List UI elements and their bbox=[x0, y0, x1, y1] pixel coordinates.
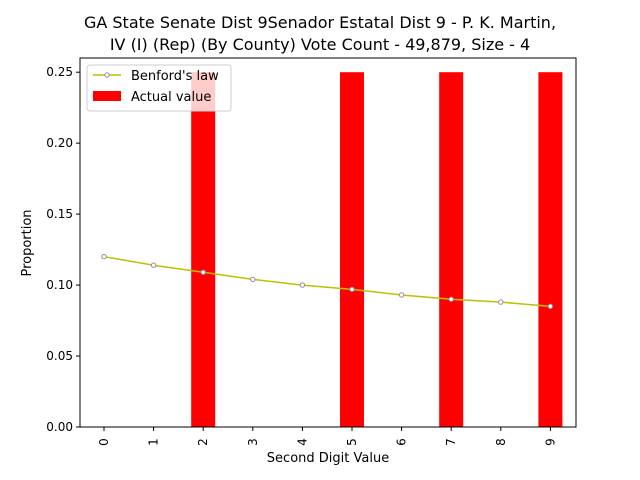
y-tick-label: 0.00 bbox=[46, 420, 73, 434]
x-tick-label: 9 bbox=[543, 438, 557, 446]
legend-box bbox=[86, 64, 232, 112]
plot-frame bbox=[79, 57, 577, 428]
benford-point-1 bbox=[150, 262, 157, 268]
x-tick-label: 6 bbox=[395, 438, 409, 446]
x-tick-label: 3 bbox=[246, 438, 260, 446]
bar-digit-9 bbox=[538, 72, 563, 427]
x-tick-label: 2 bbox=[196, 438, 210, 446]
x-tick-label: 8 bbox=[494, 438, 508, 446]
x-axis-ticks: 0 1 2 3 4 5 6 7 8 9 bbox=[97, 427, 557, 446]
benford-point-6 bbox=[398, 292, 405, 298]
x-tick-label: 4 bbox=[295, 438, 309, 446]
legend-actual-label: Actual value bbox=[131, 90, 211, 105]
bar-digit-5 bbox=[340, 72, 364, 427]
benford-point-3 bbox=[250, 276, 256, 283]
benford-point-0 bbox=[101, 253, 107, 260]
benford-point-5 bbox=[349, 286, 355, 293]
y-axis-label: Proportion bbox=[20, 209, 35, 276]
y-tick-label: 0.25 bbox=[46, 65, 73, 79]
bars-layer bbox=[191, 72, 563, 427]
y-tick-label: 0.20 bbox=[46, 136, 73, 150]
y-tick-label: 0.05 bbox=[46, 349, 73, 363]
chart-title-line-1: GA State Senate Dist 9Senador Estatal Di… bbox=[84, 13, 556, 32]
y-tick-label: 0.15 bbox=[46, 207, 73, 221]
x-tick-label: 7 bbox=[444, 438, 458, 446]
x-tick-label: 0 bbox=[97, 438, 111, 446]
y-axis-ticks: 0.00 0.05 0.10 0.15 0.20 0.25 bbox=[46, 65, 80, 434]
x-axis-label: Second Digit Value bbox=[267, 451, 389, 466]
legend-actual-swatch bbox=[93, 91, 121, 101]
bar-digit-2 bbox=[191, 72, 216, 427]
benford-point-9 bbox=[547, 303, 554, 310]
benford-point-2 bbox=[200, 269, 206, 276]
benford-point-7 bbox=[448, 296, 454, 302]
benford-point-8 bbox=[498, 299, 504, 305]
legend-benford-marker bbox=[104, 72, 110, 78]
legend: Benford's law Actual value bbox=[86, 64, 232, 112]
chart-title-line-2: IV (I) (Rep) (By County) Vote Count - 49… bbox=[110, 35, 530, 54]
x-tick-label: 5 bbox=[345, 438, 359, 446]
x-tick-label: 1 bbox=[147, 438, 161, 446]
benford-line-layer bbox=[101, 253, 554, 310]
benford-point-4 bbox=[299, 282, 306, 288]
benford-line bbox=[103, 255, 551, 308]
bar-digit-7 bbox=[439, 72, 464, 427]
legend-benford-label: Benford's law bbox=[131, 69, 219, 84]
y-tick-label: 0.10 bbox=[46, 278, 73, 292]
